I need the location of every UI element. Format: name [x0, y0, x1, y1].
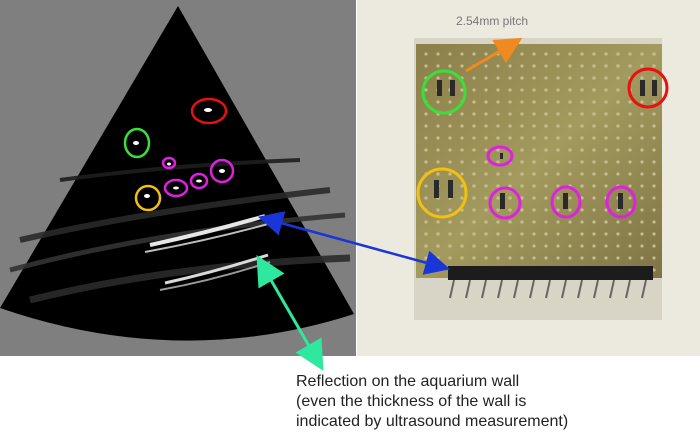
caption: Reflection on the aquarium wall (even th…: [296, 372, 568, 432]
magenta-circle-photo-1: [486, 145, 514, 167]
magenta-circle-photo-3: [550, 185, 582, 219]
caption-line-1: Reflection on the aquarium wall: [296, 373, 520, 390]
magenta-circle-photo-2: [488, 186, 522, 220]
caption-line-2: (even the thickness of the wall is: [296, 393, 527, 410]
green-circle-photo: [421, 69, 467, 115]
red-circle-photo: [627, 67, 669, 109]
orange-pitch-arrow: [465, 37, 523, 73]
magenta-circle-marker-2: [163, 178, 189, 198]
yellow-circle-marker: [134, 184, 162, 212]
teal-double-arrow: [256, 255, 324, 371]
board-photo: [357, 0, 700, 356]
pin-header: [448, 266, 653, 299]
ultrasound-image: [0, 0, 356, 356]
pitch-label: 2.54mm pitch: [456, 14, 529, 28]
magenta-circle-marker-4: [209, 158, 235, 184]
magenta-circle-marker-3: [189, 172, 209, 190]
blue-double-arrow: [257, 211, 451, 275]
green-circle-marker: [123, 127, 151, 159]
magenta-circle-marker-1: [161, 156, 177, 170]
target-echoes: [133, 108, 225, 198]
board-pins: [434, 80, 657, 209]
red-circle-marker: [190, 97, 228, 125]
magenta-circle-photo-4: [605, 185, 637, 219]
caption-line-3: indicated by ultrasound measurement): [296, 413, 569, 430]
